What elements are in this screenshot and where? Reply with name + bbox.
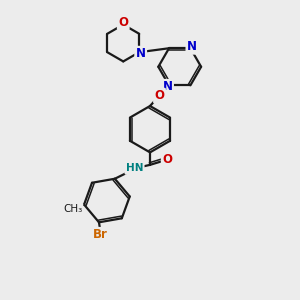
Text: CH₃: CH₃ xyxy=(63,204,82,214)
Text: N: N xyxy=(163,80,172,93)
Text: N: N xyxy=(187,40,197,53)
Text: O: O xyxy=(162,153,172,166)
Text: O: O xyxy=(118,16,128,29)
Text: Br: Br xyxy=(93,228,108,241)
Text: N: N xyxy=(136,47,146,60)
Text: HN: HN xyxy=(126,164,143,173)
Text: O: O xyxy=(154,89,164,102)
